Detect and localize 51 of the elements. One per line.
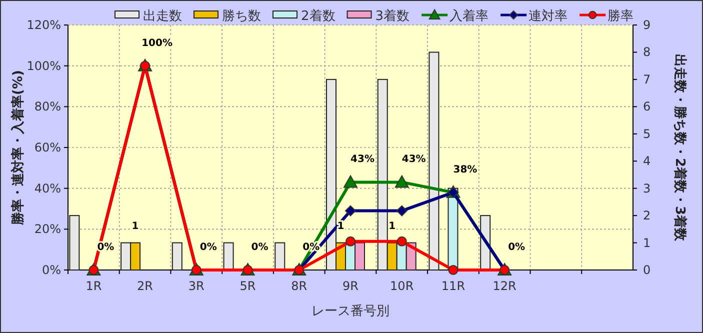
bar <box>172 242 182 270</box>
x-tick-label: 12R <box>492 279 516 293</box>
data-label: 43% <box>350 154 374 166</box>
y2-tick-label: 3 <box>643 181 651 196</box>
data-label: 0% <box>200 242 217 253</box>
legend-label: 2着数 <box>301 8 336 24</box>
x-tick-label: 5R <box>240 279 256 293</box>
y2-tick-label: 6 <box>643 100 651 114</box>
y2-tick-label: 4 <box>643 154 651 168</box>
legend-label: 連対率 <box>528 8 568 24</box>
legend-label: 勝率 <box>608 8 634 24</box>
y2-tick-label: 7 <box>643 72 651 86</box>
x-tick-label: 3R <box>188 279 204 293</box>
x-tick-label: 11R <box>441 279 466 293</box>
bar <box>69 215 80 270</box>
x-axis-title: レース番号別 <box>312 304 390 319</box>
data-label: 1 <box>132 220 139 232</box>
x-tick-label: 9R <box>342 279 358 293</box>
x-tick-label: 1R <box>86 279 102 293</box>
data-label: 0% <box>508 242 526 253</box>
y-tick-label: 20% <box>34 222 61 236</box>
data-label: 1 <box>337 220 344 232</box>
y-tick-label: 60% <box>34 140 61 154</box>
data-label: 0% <box>251 242 268 253</box>
y2-tick-label: 8 <box>643 45 651 60</box>
data-label: 43% <box>402 154 426 166</box>
x-tick-label: 2R <box>137 279 154 293</box>
legend-label: 3着数 <box>375 8 410 24</box>
x-tick-label: 10R <box>390 279 414 293</box>
y-tick-label: 40% <box>34 181 61 196</box>
y2-tick-label: 1 <box>643 236 651 250</box>
y2-tick-label: 9 <box>643 18 651 32</box>
legend-label: 入着率 <box>450 8 489 24</box>
y-tick-label: 120% <box>26 18 61 32</box>
y-tick-label: 80% <box>34 100 61 114</box>
x-tick-label: 8R <box>291 279 308 293</box>
y2-axis-title: 出走数・勝ち数・2着数・3着数 <box>672 54 688 242</box>
y2-tick-label: 2 <box>643 208 651 223</box>
legend-label: 勝ち数 <box>222 9 261 24</box>
legend-label: 出走数 <box>143 9 182 24</box>
y-tick-label: 100% <box>26 58 61 73</box>
data-label: 100% <box>142 38 172 49</box>
data-label: 1 <box>388 220 396 232</box>
y2-tick-label: 5 <box>643 126 651 141</box>
y-tick-label: 0% <box>42 263 61 277</box>
y2-tick-label: 0 <box>643 263 651 277</box>
bar <box>428 52 440 270</box>
data-label: 38% <box>453 164 478 176</box>
bar <box>274 242 286 270</box>
y-axis-title: 勝率・連対率・入着率(%) <box>10 70 26 226</box>
bar <box>223 242 234 270</box>
